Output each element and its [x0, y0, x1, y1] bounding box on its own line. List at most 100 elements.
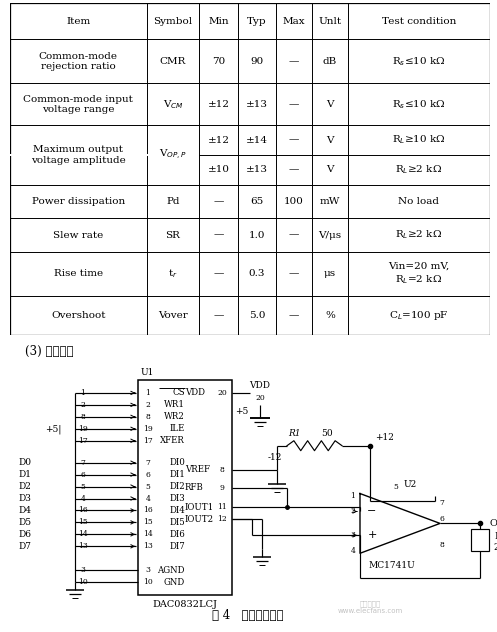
- Bar: [138, 380, 232, 595]
- Text: R$_L$≥2 kΩ: R$_L$≥2 kΩ: [395, 164, 442, 176]
- Text: ±12: ±12: [208, 136, 230, 145]
- Text: DI6: DI6: [169, 530, 185, 539]
- Text: 19: 19: [78, 425, 88, 433]
- Text: MC1741U: MC1741U: [369, 561, 415, 570]
- Bar: [471, 530, 489, 551]
- Text: —: —: [289, 100, 299, 109]
- Text: 3: 3: [81, 566, 85, 574]
- Text: mW: mW: [320, 197, 340, 206]
- Text: Symbol: Symbol: [154, 17, 192, 26]
- Text: 5: 5: [146, 483, 151, 490]
- Text: Vin=20 mV,
R$_L$=2 kΩ: Vin=20 mV, R$_L$=2 kΩ: [388, 262, 449, 286]
- Text: 1: 1: [81, 389, 85, 397]
- Text: 1.0: 1.0: [248, 231, 265, 240]
- Text: No load: No load: [398, 197, 439, 206]
- Text: DI3: DI3: [169, 494, 185, 503]
- Text: 14: 14: [78, 530, 88, 538]
- Text: —: —: [289, 311, 299, 320]
- Text: Unlt: Unlt: [319, 17, 341, 26]
- Text: R$_s$≤10 kΩ: R$_s$≤10 kΩ: [392, 55, 445, 68]
- Text: RFB: RFB: [185, 483, 204, 492]
- Text: —: —: [213, 231, 224, 240]
- Text: 8: 8: [220, 466, 225, 473]
- Text: 9: 9: [220, 483, 225, 492]
- Text: V/μs: V/μs: [319, 231, 341, 240]
- Text: U1: U1: [141, 368, 155, 377]
- Text: 7: 7: [439, 499, 444, 507]
- Text: 0.3: 0.3: [248, 269, 265, 278]
- Text: 图 4   外围电路框图: 图 4 外围电路框图: [212, 609, 284, 621]
- Text: —: —: [289, 269, 299, 278]
- Text: DI5: DI5: [169, 518, 185, 527]
- Text: 5: 5: [81, 483, 85, 490]
- Text: DAC0832LCJ: DAC0832LCJ: [153, 600, 218, 609]
- Text: V: V: [327, 166, 334, 174]
- Text: —: —: [289, 231, 299, 240]
- Text: 5.0: 5.0: [248, 311, 265, 320]
- Text: IOUT1: IOUT1: [185, 503, 214, 512]
- Text: R$_L$≥2 kΩ: R$_L$≥2 kΩ: [395, 229, 442, 241]
- Text: 13: 13: [143, 542, 153, 550]
- Text: 50: 50: [321, 429, 332, 438]
- Text: AGND: AGND: [158, 566, 185, 574]
- Text: 3: 3: [146, 566, 151, 574]
- Text: 2: 2: [350, 507, 355, 516]
- Text: +12: +12: [376, 434, 395, 442]
- Text: 19: 19: [143, 425, 153, 433]
- Text: 7: 7: [81, 459, 85, 466]
- Text: ±13: ±13: [246, 166, 268, 174]
- Text: 15: 15: [78, 518, 88, 526]
- Text: DI0: DI0: [169, 458, 185, 467]
- Text: 20: 20: [217, 389, 227, 397]
- Text: 12: 12: [217, 516, 227, 523]
- Text: —: —: [289, 136, 299, 145]
- Text: 电子发烧友
www.elecfans.com: 电子发烧友 www.elecfans.com: [337, 600, 403, 614]
- Text: VDD: VDD: [185, 389, 205, 398]
- Text: Common-mode input
voltage range: Common-mode input voltage range: [23, 95, 133, 114]
- Text: 20: 20: [255, 394, 265, 402]
- Text: D7: D7: [18, 542, 31, 551]
- Text: 2: 2: [146, 401, 151, 409]
- Text: 13: 13: [78, 542, 88, 550]
- Text: CMR: CMR: [160, 57, 186, 66]
- Text: dB: dB: [323, 57, 337, 66]
- Text: 11: 11: [217, 504, 227, 511]
- Text: U2: U2: [404, 480, 417, 489]
- Text: μs: μs: [324, 269, 336, 278]
- Text: XFER: XFER: [160, 436, 185, 445]
- Text: WR1: WR1: [164, 400, 185, 410]
- Text: GND: GND: [164, 578, 185, 586]
- Text: 17: 17: [143, 437, 153, 445]
- Text: WR2: WR2: [164, 412, 185, 422]
- Text: 70: 70: [212, 57, 225, 66]
- Text: ILE: ILE: [169, 424, 185, 434]
- Text: Power dissipation: Power dissipation: [32, 197, 125, 206]
- Text: Maximum output
voltage amplitude: Maximum output voltage amplitude: [31, 145, 126, 165]
- Text: VDD: VDD: [249, 382, 270, 391]
- Text: 14: 14: [143, 530, 153, 538]
- Text: (3) 稳压电源: (3) 稳压电源: [25, 344, 74, 358]
- Text: 100: 100: [284, 197, 304, 206]
- Text: D2: D2: [18, 482, 31, 491]
- Text: Overshoot: Overshoot: [51, 311, 105, 320]
- Text: V$_{OP,P}$: V$_{OP,P}$: [159, 148, 187, 162]
- Text: Min: Min: [208, 17, 229, 26]
- Text: —: —: [289, 57, 299, 66]
- Text: 16: 16: [78, 506, 88, 514]
- Text: DI7: DI7: [169, 542, 185, 551]
- Text: 15: 15: [143, 518, 153, 526]
- Text: 4: 4: [350, 547, 355, 556]
- Text: 6: 6: [146, 471, 151, 478]
- Text: Item: Item: [66, 17, 90, 26]
- Text: ±14: ±14: [246, 136, 268, 145]
- Text: −: −: [367, 506, 377, 516]
- Text: 17: 17: [78, 437, 88, 445]
- Text: -12: -12: [268, 453, 282, 462]
- Text: 6: 6: [439, 516, 444, 523]
- Text: Typ: Typ: [247, 17, 267, 26]
- Text: —: —: [213, 311, 224, 320]
- Text: 1: 1: [146, 389, 151, 397]
- Text: SR: SR: [166, 231, 180, 240]
- Text: 6: 6: [81, 471, 85, 478]
- Text: 1: 1: [350, 492, 355, 499]
